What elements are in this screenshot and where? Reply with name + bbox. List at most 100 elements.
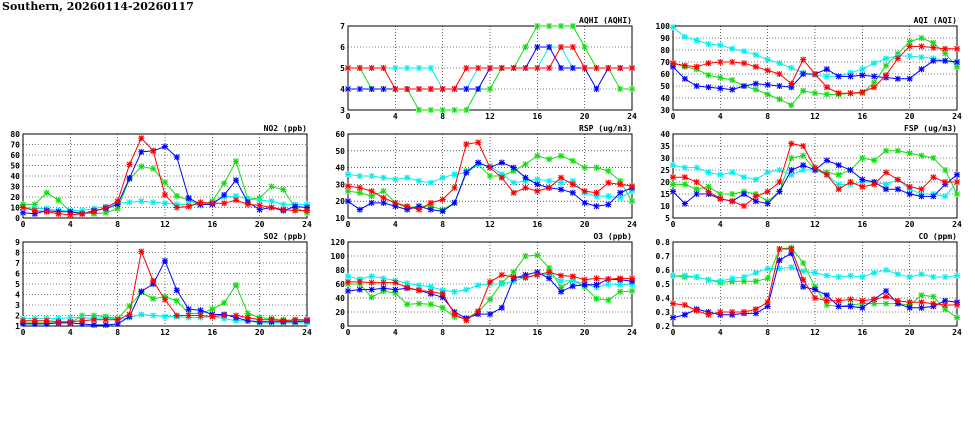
x-tick-label: 20 — [580, 220, 590, 229]
data-point — [788, 171, 795, 178]
data-point — [522, 184, 529, 191]
data-point — [954, 45, 960, 52]
data-point — [629, 86, 635, 92]
data-point — [558, 44, 564, 50]
data-point — [392, 203, 399, 210]
data-point — [522, 174, 529, 181]
data-point — [741, 174, 747, 181]
data-point — [681, 311, 688, 318]
data-point — [138, 198, 145, 205]
data-point — [764, 265, 771, 272]
data-point — [292, 203, 299, 210]
data-point — [416, 86, 422, 92]
data-point — [883, 186, 889, 193]
data-point — [717, 195, 724, 202]
x-tick-label: 12 — [485, 328, 495, 337]
data-point — [475, 282, 482, 289]
data-point — [605, 201, 612, 208]
chart-aqhi: AQHI (AQHI) 3 4 5 6 7 0 4 8 12 16 20 24 — [340, 16, 637, 121]
x-tick-label: 0 — [346, 220, 351, 229]
data-point — [593, 86, 600, 92]
data-point — [847, 90, 854, 97]
x-tick-label: 16 — [858, 328, 868, 337]
y-tick-label: 5 — [15, 280, 20, 289]
data-point — [918, 193, 925, 200]
y-tick-label: 5 — [665, 214, 670, 223]
data-point — [498, 65, 505, 71]
y-tick-label: 70 — [10, 141, 20, 150]
data-point — [439, 174, 446, 181]
data-point — [345, 188, 351, 195]
data-point — [593, 193, 600, 200]
y-tick-label: 4 — [15, 291, 20, 300]
x-tick-label: 20 — [255, 328, 265, 337]
data-point — [356, 65, 363, 71]
data-point — [942, 274, 949, 280]
data-point — [439, 107, 446, 113]
data-point — [681, 62, 688, 69]
data-point — [812, 269, 818, 276]
data-point — [244, 310, 251, 317]
y-tick-label: 3 — [340, 106, 345, 115]
data-point — [256, 206, 263, 213]
data-point — [439, 290, 446, 297]
data-point — [693, 63, 700, 70]
data-point — [752, 198, 759, 205]
data-point — [788, 264, 795, 271]
data-point — [835, 303, 842, 310]
x-tick-label: 16 — [858, 220, 868, 229]
data-point — [546, 184, 553, 191]
data-point — [534, 252, 541, 259]
data-point — [871, 181, 878, 188]
data-point — [569, 283, 576, 290]
data-point — [209, 313, 216, 320]
data-point — [883, 55, 889, 62]
data-point — [162, 257, 168, 264]
data-point — [930, 39, 937, 46]
data-point — [800, 71, 807, 77]
data-point — [534, 176, 541, 183]
series-red — [20, 135, 310, 218]
data-point — [304, 207, 310, 214]
data-point — [942, 57, 949, 64]
data-point — [681, 181, 688, 188]
data-point — [800, 56, 807, 63]
data-point — [823, 272, 830, 279]
x-tick-label: 4 — [393, 328, 398, 337]
data-point — [150, 277, 157, 284]
y-tick-label: 70 — [660, 58, 670, 67]
data-point — [427, 86, 434, 92]
data-point — [244, 196, 251, 203]
data-point — [942, 179, 949, 185]
y-tick-label: 40 — [10, 172, 20, 181]
x-tick-label: 8 — [115, 220, 120, 229]
data-point — [883, 300, 889, 307]
x-tick-label: 24 — [952, 220, 962, 229]
data-point — [534, 271, 541, 278]
data-point — [498, 304, 505, 311]
data-point — [605, 297, 612, 304]
plot-frame — [22, 133, 308, 219]
y-tick-label: 20 — [335, 308, 345, 317]
data-point — [800, 276, 807, 283]
data-point — [534, 181, 541, 188]
data-point — [356, 286, 363, 293]
data-point — [593, 65, 600, 71]
data-point — [55, 318, 62, 325]
data-point — [823, 84, 830, 91]
data-point — [705, 311, 712, 318]
x-tick-label: 24 — [627, 112, 637, 121]
data-point — [776, 71, 783, 77]
data-point — [681, 75, 688, 82]
data-point — [569, 277, 576, 284]
data-point — [752, 193, 759, 200]
data-point — [617, 281, 624, 288]
plot-frame — [672, 241, 958, 327]
series-line — [672, 247, 958, 319]
data-point — [871, 296, 878, 303]
data-point — [233, 177, 239, 184]
x-tick-label: 8 — [115, 328, 120, 337]
data-point — [593, 275, 600, 282]
y-tick-label: 6 — [15, 270, 20, 279]
data-point — [681, 33, 688, 40]
